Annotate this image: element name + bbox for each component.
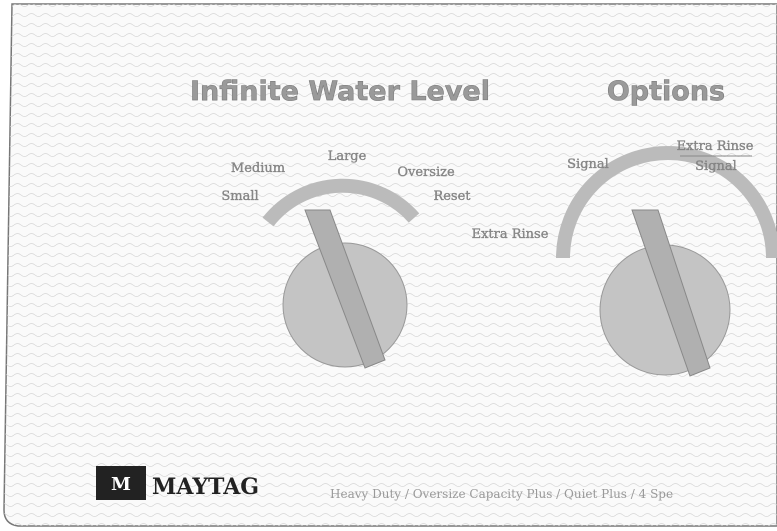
options-knob[interactable] xyxy=(599,209,731,377)
setting-label: Extra Rinse xyxy=(472,227,549,242)
setting-label: Large xyxy=(328,149,367,164)
options-title: Options xyxy=(607,76,725,107)
setting-label: Reset xyxy=(433,189,471,204)
options-arc xyxy=(556,146,777,259)
setting-label: Extra Rinse xyxy=(677,139,754,154)
svg-text:M: M xyxy=(111,474,131,495)
setting-label: Signal xyxy=(567,157,609,172)
water-level-arc xyxy=(262,178,420,227)
setting-label: Small xyxy=(221,189,258,204)
brand-name: MAYTAG xyxy=(152,474,259,500)
setting-label: Oversize xyxy=(397,165,455,180)
setting-label: Signal xyxy=(695,159,737,174)
water-level-title: Infinite Water Level xyxy=(190,76,490,107)
brand-logo: M xyxy=(96,466,146,500)
setting-label: Medium xyxy=(231,161,285,176)
tagline: Heavy Duty / Oversize Capacity Plus / Qu… xyxy=(330,487,673,501)
water-level-knob[interactable] xyxy=(282,209,408,369)
